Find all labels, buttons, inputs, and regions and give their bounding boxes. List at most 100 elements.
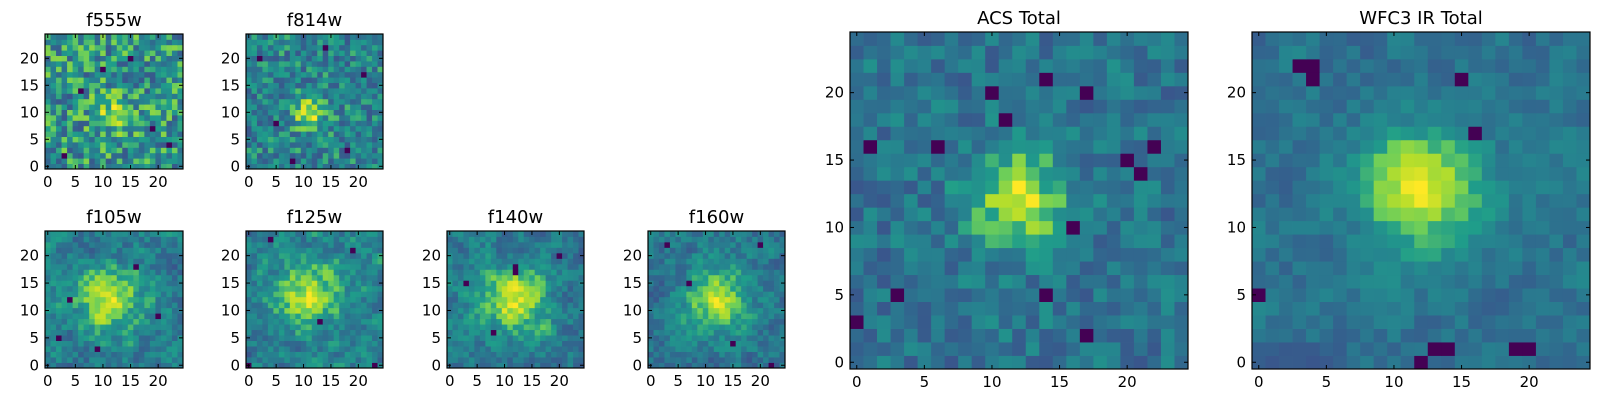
- heatmap-cell: [160, 131, 167, 137]
- heatmap-cell: [94, 351, 101, 358]
- heatmap-cell: [361, 252, 367, 259]
- heatmap-cell: [105, 280, 112, 287]
- y-tick-label: 10: [20, 301, 39, 319]
- heatmap-cell: [1174, 328, 1189, 343]
- heatmap-cell: [863, 342, 878, 356]
- heatmap-cell: [311, 247, 318, 254]
- heatmap-cell: [1106, 180, 1121, 195]
- heatmap-cell: [366, 158, 373, 164]
- heatmap-cell: [160, 351, 167, 358]
- heatmap-cell: [262, 313, 269, 320]
- heatmap-cell: [246, 241, 252, 248]
- heatmap-cell: [675, 307, 682, 314]
- heatmap-cell: [518, 313, 525, 320]
- heatmap-cell: [295, 158, 302, 164]
- heatmap-cell: [171, 351, 178, 358]
- heatmap-cell: [958, 328, 973, 343]
- heatmap-cell: [998, 126, 1013, 141]
- heatmap-cell: [322, 147, 329, 154]
- heatmap-cell: [50, 313, 57, 320]
- heatmap-cell: [1252, 355, 1266, 370]
- heatmap-cell: [724, 231, 731, 237]
- heatmap-cell: [278, 263, 285, 270]
- heatmap-cell: [457, 357, 464, 363]
- heatmap-cell: [160, 346, 167, 352]
- heatmap-cell: [366, 263, 373, 270]
- heatmap-cell: [1576, 234, 1591, 249]
- panel-title: f814w: [287, 10, 342, 31]
- heatmap-cell: [171, 302, 178, 309]
- heatmap-cell: [256, 120, 263, 127]
- heatmap-cell: [1079, 288, 1094, 302]
- heatmap-cell: [284, 93, 291, 100]
- heatmap-cell: [686, 263, 693, 270]
- heatmap-cell: [757, 340, 764, 347]
- heatmap-cell: [289, 88, 296, 94]
- heatmap-cell: [361, 71, 367, 78]
- heatmap-cell: [171, 318, 178, 325]
- heatmap-cell: [752, 346, 758, 352]
- heatmap-cell: [306, 296, 313, 303]
- heatmap-cell: [50, 82, 57, 89]
- heatmap-cell: [551, 274, 557, 281]
- heatmap-cell: [653, 285, 660, 292]
- heatmap-cell: [138, 258, 145, 265]
- heatmap-cell: [284, 231, 291, 237]
- heatmap-cell: [83, 346, 90, 352]
- heatmap-cell: [149, 296, 156, 303]
- heatmap-cell: [1522, 247, 1537, 262]
- heatmap-cell: [452, 236, 459, 243]
- heatmap-cell: [556, 263, 563, 270]
- heatmap-cell: [578, 324, 585, 331]
- heatmap-cell: [850, 355, 864, 370]
- heatmap-cell: [1441, 355, 1456, 370]
- heatmap-cell: [490, 307, 497, 314]
- heatmap-cell: [333, 335, 340, 341]
- heatmap-cell: [447, 241, 453, 248]
- heatmap-cell: [648, 241, 654, 248]
- heatmap-cell: [322, 263, 329, 270]
- heatmap-cell: [917, 99, 932, 114]
- heatmap-cell: [344, 236, 351, 243]
- heatmap-cell: [540, 269, 547, 276]
- heatmap-cell: [653, 313, 660, 320]
- heatmap-cell: [452, 346, 459, 352]
- heatmap-cell: [355, 142, 362, 148]
- heatmap-cell: [1535, 274, 1550, 289]
- heatmap-cell: [67, 147, 73, 154]
- x-tick-label: 5: [271, 173, 281, 191]
- heatmap-cell: [877, 247, 891, 262]
- heatmap-cell: [507, 252, 514, 259]
- heatmap-cell: [447, 318, 453, 325]
- heatmap-cell: [155, 147, 162, 154]
- heatmap-cell: [171, 77, 178, 83]
- heatmap-cell: [540, 335, 547, 341]
- heatmap-cell: [78, 77, 85, 83]
- heatmap-cell: [1306, 315, 1320, 329]
- heatmap-cell: [45, 152, 51, 159]
- heatmap-cell: [501, 236, 508, 243]
- heatmap-cell: [72, 324, 79, 331]
- heatmap-cell: [735, 313, 742, 320]
- heatmap-cell: [518, 324, 525, 331]
- heatmap-cell: [702, 307, 709, 314]
- heatmap-cell: [149, 269, 156, 276]
- heatmap-cell: [567, 296, 574, 303]
- heatmap-cell: [72, 115, 79, 121]
- heatmap-cell: [686, 324, 693, 331]
- heatmap-cell: [155, 296, 162, 303]
- heatmap-cell: [523, 362, 530, 369]
- heatmap-cell: [333, 131, 340, 137]
- heatmap-cell: [1414, 234, 1429, 249]
- heatmap-cell: [328, 55, 335, 62]
- heatmap-cell: [56, 362, 62, 369]
- heatmap-cell: [61, 77, 68, 83]
- heatmap-cell: [366, 120, 373, 127]
- heatmap-cell: [160, 274, 167, 281]
- heatmap-cell: [344, 158, 351, 164]
- heatmap-cell: [540, 285, 547, 292]
- heatmap-cell: [1454, 234, 1469, 249]
- heatmap-cell: [144, 66, 151, 73]
- heatmap-cell: [246, 296, 252, 303]
